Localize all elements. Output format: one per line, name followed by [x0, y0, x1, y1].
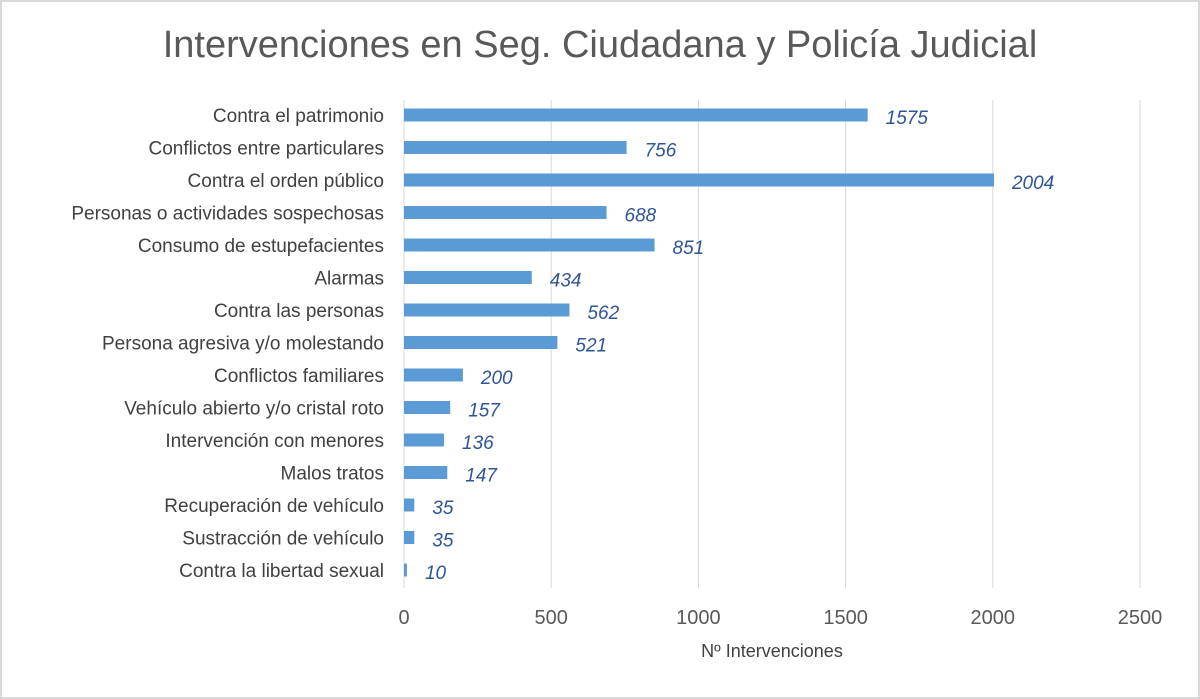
- category-label: Contra las personas: [214, 301, 384, 322]
- data-label: 147: [465, 466, 498, 487]
- x-tick-labels: 0 500 1000 1500 2000 2500: [398, 607, 1162, 629]
- x-tick-label: 1500: [823, 607, 868, 629]
- data-label: 35: [432, 498, 454, 519]
- bar: [404, 498, 415, 512]
- chart-title: Intervenciones en Seg. Ciudadana y Polic…: [162, 24, 1038, 66]
- category-label: Contra el patrimonio: [213, 106, 384, 127]
- bar: [404, 531, 415, 544]
- data-label: 35: [432, 531, 454, 552]
- x-axis-title: Nº Intervenciones: [701, 641, 843, 661]
- category-label: Recuperación de vehículo: [164, 496, 384, 517]
- data-label: 434: [550, 271, 582, 292]
- bar: [404, 271, 532, 284]
- category-label: Consumo de estupefacientes: [138, 236, 384, 257]
- category-label: Persona agresiva y/o molestando: [102, 334, 384, 355]
- category-label: Vehículo abierto y/o cristal roto: [124, 399, 384, 420]
- data-label: 562: [587, 303, 619, 324]
- category-label: Contra la libertad sexual: [179, 561, 384, 582]
- bar: [404, 401, 451, 414]
- category-label: Intervención con menores: [165, 431, 384, 452]
- data-label: 136: [462, 433, 494, 454]
- category-label: Contra el orden público: [188, 171, 384, 192]
- category-label: Malos tratos: [281, 464, 384, 485]
- bar: [404, 206, 607, 219]
- x-tick-label: 500: [535, 607, 568, 629]
- data-label: 521: [575, 336, 607, 357]
- bar: [404, 433, 445, 447]
- bar: [404, 238, 655, 252]
- category-label: Sustracción de vehículo: [182, 529, 384, 550]
- bar: [404, 108, 868, 122]
- data-label: 1575: [886, 108, 929, 129]
- category-label: Alarmas: [314, 269, 384, 290]
- x-tick-label: 2500: [1118, 607, 1163, 629]
- x-tick-label: 0: [398, 607, 409, 629]
- x-tick-label: 2000: [971, 607, 1016, 629]
- category-label: Conflictos entre particulares: [149, 139, 385, 160]
- data-label: 10: [425, 563, 447, 584]
- bars: [404, 108, 994, 577]
- bar: [404, 303, 570, 317]
- x-tick-label: 1000: [676, 607, 721, 629]
- bar: [404, 336, 558, 349]
- bar: [404, 173, 994, 187]
- data-label: 157: [468, 401, 501, 422]
- category-label: Conflictos familiares: [214, 366, 384, 387]
- bar: [404, 563, 407, 577]
- bar: [404, 368, 463, 382]
- bar: [404, 466, 448, 479]
- category-labels: Contra el patrimonio Conflictos entre par…: [71, 106, 384, 582]
- data-label: 851: [673, 238, 705, 259]
- data-label: 200: [480, 368, 513, 389]
- data-label: 2004: [1011, 173, 1054, 194]
- category-label: Personas o actividades sospechosas: [71, 204, 384, 225]
- bar: [404, 141, 627, 154]
- data-label: 688: [625, 206, 657, 227]
- data-label: 756: [645, 141, 677, 162]
